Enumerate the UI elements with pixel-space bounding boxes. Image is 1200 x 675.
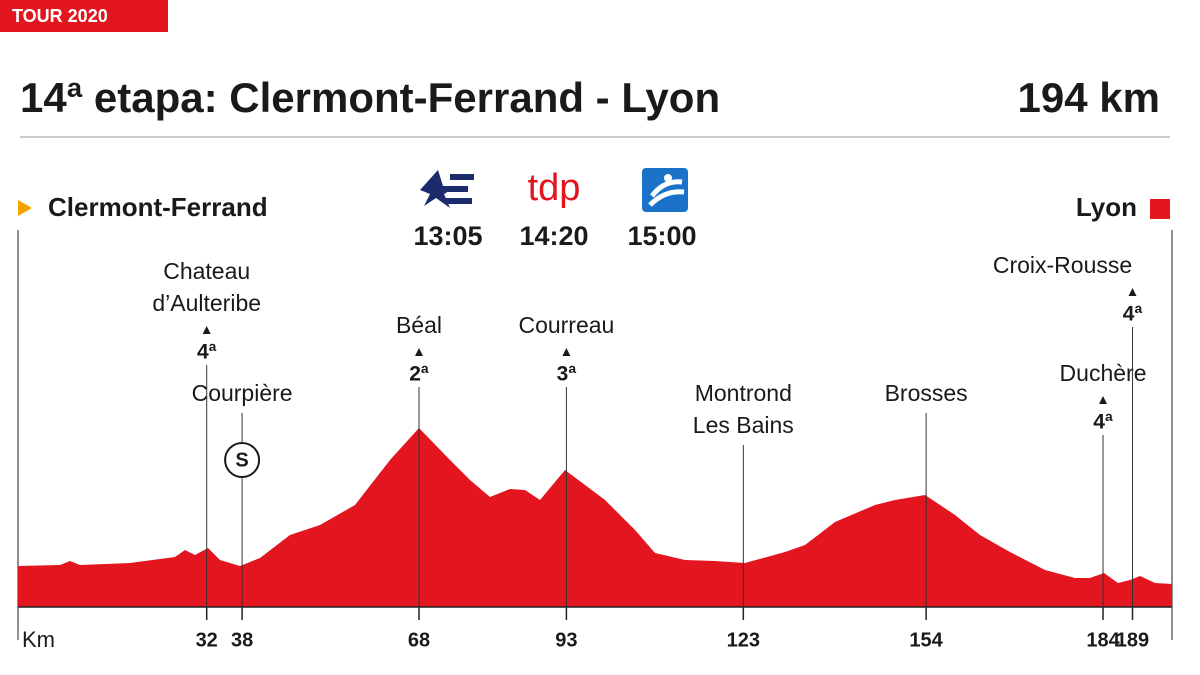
x-tick-label: 32 (196, 629, 218, 651)
elevation-profile (18, 428, 1172, 607)
x-tick-label: 68 (408, 629, 430, 651)
broadcast-time: 13:05 (413, 221, 482, 251)
broadcast-time: 15:00 (627, 221, 696, 251)
point-name: Les Bains (693, 412, 794, 438)
climb-icon (1128, 288, 1137, 296)
point-name: d’Aulteribe (152, 290, 261, 316)
start: Clermont-Ferrand (48, 192, 268, 222)
point-name: Duchère (1060, 360, 1147, 386)
point-name: Courreau (518, 312, 614, 338)
x-tick-label: 123 (727, 629, 760, 651)
climb-icon (562, 348, 571, 356)
x-tick-label: 38 (231, 629, 253, 651)
tag-box (0, 0, 168, 32)
climb-icon (202, 326, 211, 334)
climb-category: 3ª (557, 363, 577, 386)
point-name: Courpière (192, 380, 293, 406)
broadcast-time: 14:20 (519, 221, 588, 251)
logo-1 (420, 170, 474, 208)
logo-3 (642, 168, 688, 212)
climb-category: 4ª (1123, 303, 1143, 326)
distance: 194 km (1018, 74, 1160, 121)
point-name: Montrond (695, 380, 792, 406)
sprint-label: S (235, 449, 248, 471)
tag: TOUR 2020 (12, 6, 108, 26)
climb-category: 4ª (197, 341, 217, 364)
finish-icon (1150, 199, 1170, 219)
climb-icon (414, 348, 423, 356)
point-name: Béal (396, 312, 442, 338)
x-tick-label: 189 (1116, 629, 1149, 651)
logo-tdp: tdp (528, 167, 581, 209)
x-tick-label: 154 (909, 629, 943, 651)
point-name: Chateau (163, 258, 250, 284)
x-tick-label: 184 (1086, 629, 1120, 651)
climb-category: 4ª (1093, 411, 1113, 434)
title: 14ª etapa: Clermont-Ferrand - Lyon (20, 74, 720, 121)
point-name: Croix-Rousse (993, 252, 1132, 278)
x-axis-label: Km (22, 627, 55, 652)
start-icon (18, 200, 32, 216)
point-name: Brosses (885, 380, 968, 406)
x-tick-label: 93 (555, 629, 577, 651)
finish: Lyon (1076, 192, 1137, 222)
climb-icon (1099, 396, 1108, 404)
climb-category: 2ª (409, 363, 429, 386)
